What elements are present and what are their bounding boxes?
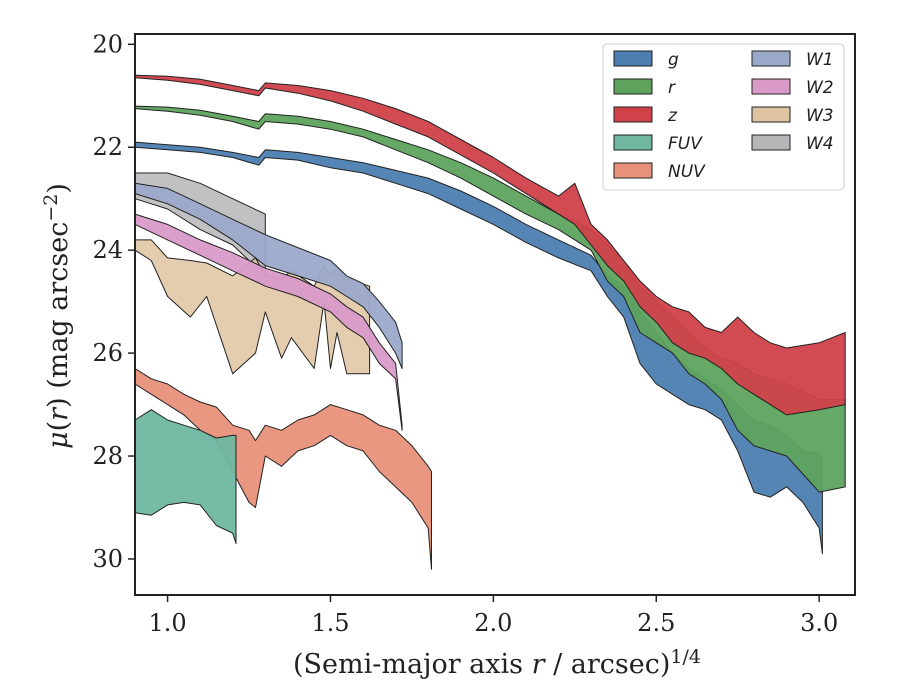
- legend-label-W2: W2: [806, 78, 834, 98]
- y-tick-label: 20: [92, 30, 123, 58]
- x-axis-ticks: 1.0 1.5 2.0 2.5 3.0: [148, 595, 838, 637]
- legend-label-z: z: [667, 106, 678, 126]
- y-tick-label: 30: [92, 545, 123, 573]
- legend-label-FUV: FUV: [668, 134, 703, 154]
- x-tick-label: 1.5: [311, 609, 349, 637]
- band-FUV: [134, 409, 237, 544]
- y-tick-label: 24: [92, 236, 123, 264]
- x-tick-label: 1.0: [148, 609, 186, 637]
- legend-swatch-FUV: [613, 134, 653, 151]
- band-W1: [134, 182, 403, 369]
- y-tick-label: 26: [92, 339, 123, 367]
- y-tick-label: 22: [92, 133, 123, 161]
- x-axis-label: (Semi-major axis r / arcsec)1/4: [293, 646, 701, 680]
- legend-swatch-W4: [751, 134, 791, 151]
- legend-swatch-W2: [751, 78, 791, 95]
- legend-swatch-g: [613, 50, 653, 67]
- legend-swatch-W3: [751, 106, 791, 123]
- legend-label-W3: W3: [806, 106, 834, 126]
- legend-label-W4: W4: [806, 134, 834, 154]
- legend-swatch-W1: [751, 50, 791, 67]
- legend-label-NUV: NUV: [668, 162, 706, 182]
- band-g: [134, 141, 823, 555]
- x-tick-label: 3.0: [800, 609, 838, 637]
- legend-label-g: g: [668, 50, 679, 70]
- x-tick-label: 2.0: [474, 609, 512, 637]
- band-z: [134, 74, 846, 416]
- plot-frame: [134, 33, 856, 596]
- legend-swatch-r: [613, 78, 653, 95]
- legend-swatch-NUV: [613, 162, 653, 179]
- band-W2: [134, 213, 403, 431]
- y-tick-label: 28: [92, 442, 123, 470]
- band-r: [134, 105, 846, 493]
- x-tick-label: 2.5: [637, 609, 675, 637]
- legend-label-W1: W1: [806, 50, 834, 70]
- data-bands: [134, 74, 846, 570]
- y-axis-ticks: 20 22 24 26 28 30: [92, 30, 135, 573]
- legend: grz FUV NUV W1 W2 W3 W4: [602, 43, 845, 191]
- legend-swatch-z: [613, 106, 653, 123]
- y-axis-label: μ(r) (mag arcsec−2): [40, 183, 74, 449]
- legend-label-r: r: [668, 78, 676, 98]
